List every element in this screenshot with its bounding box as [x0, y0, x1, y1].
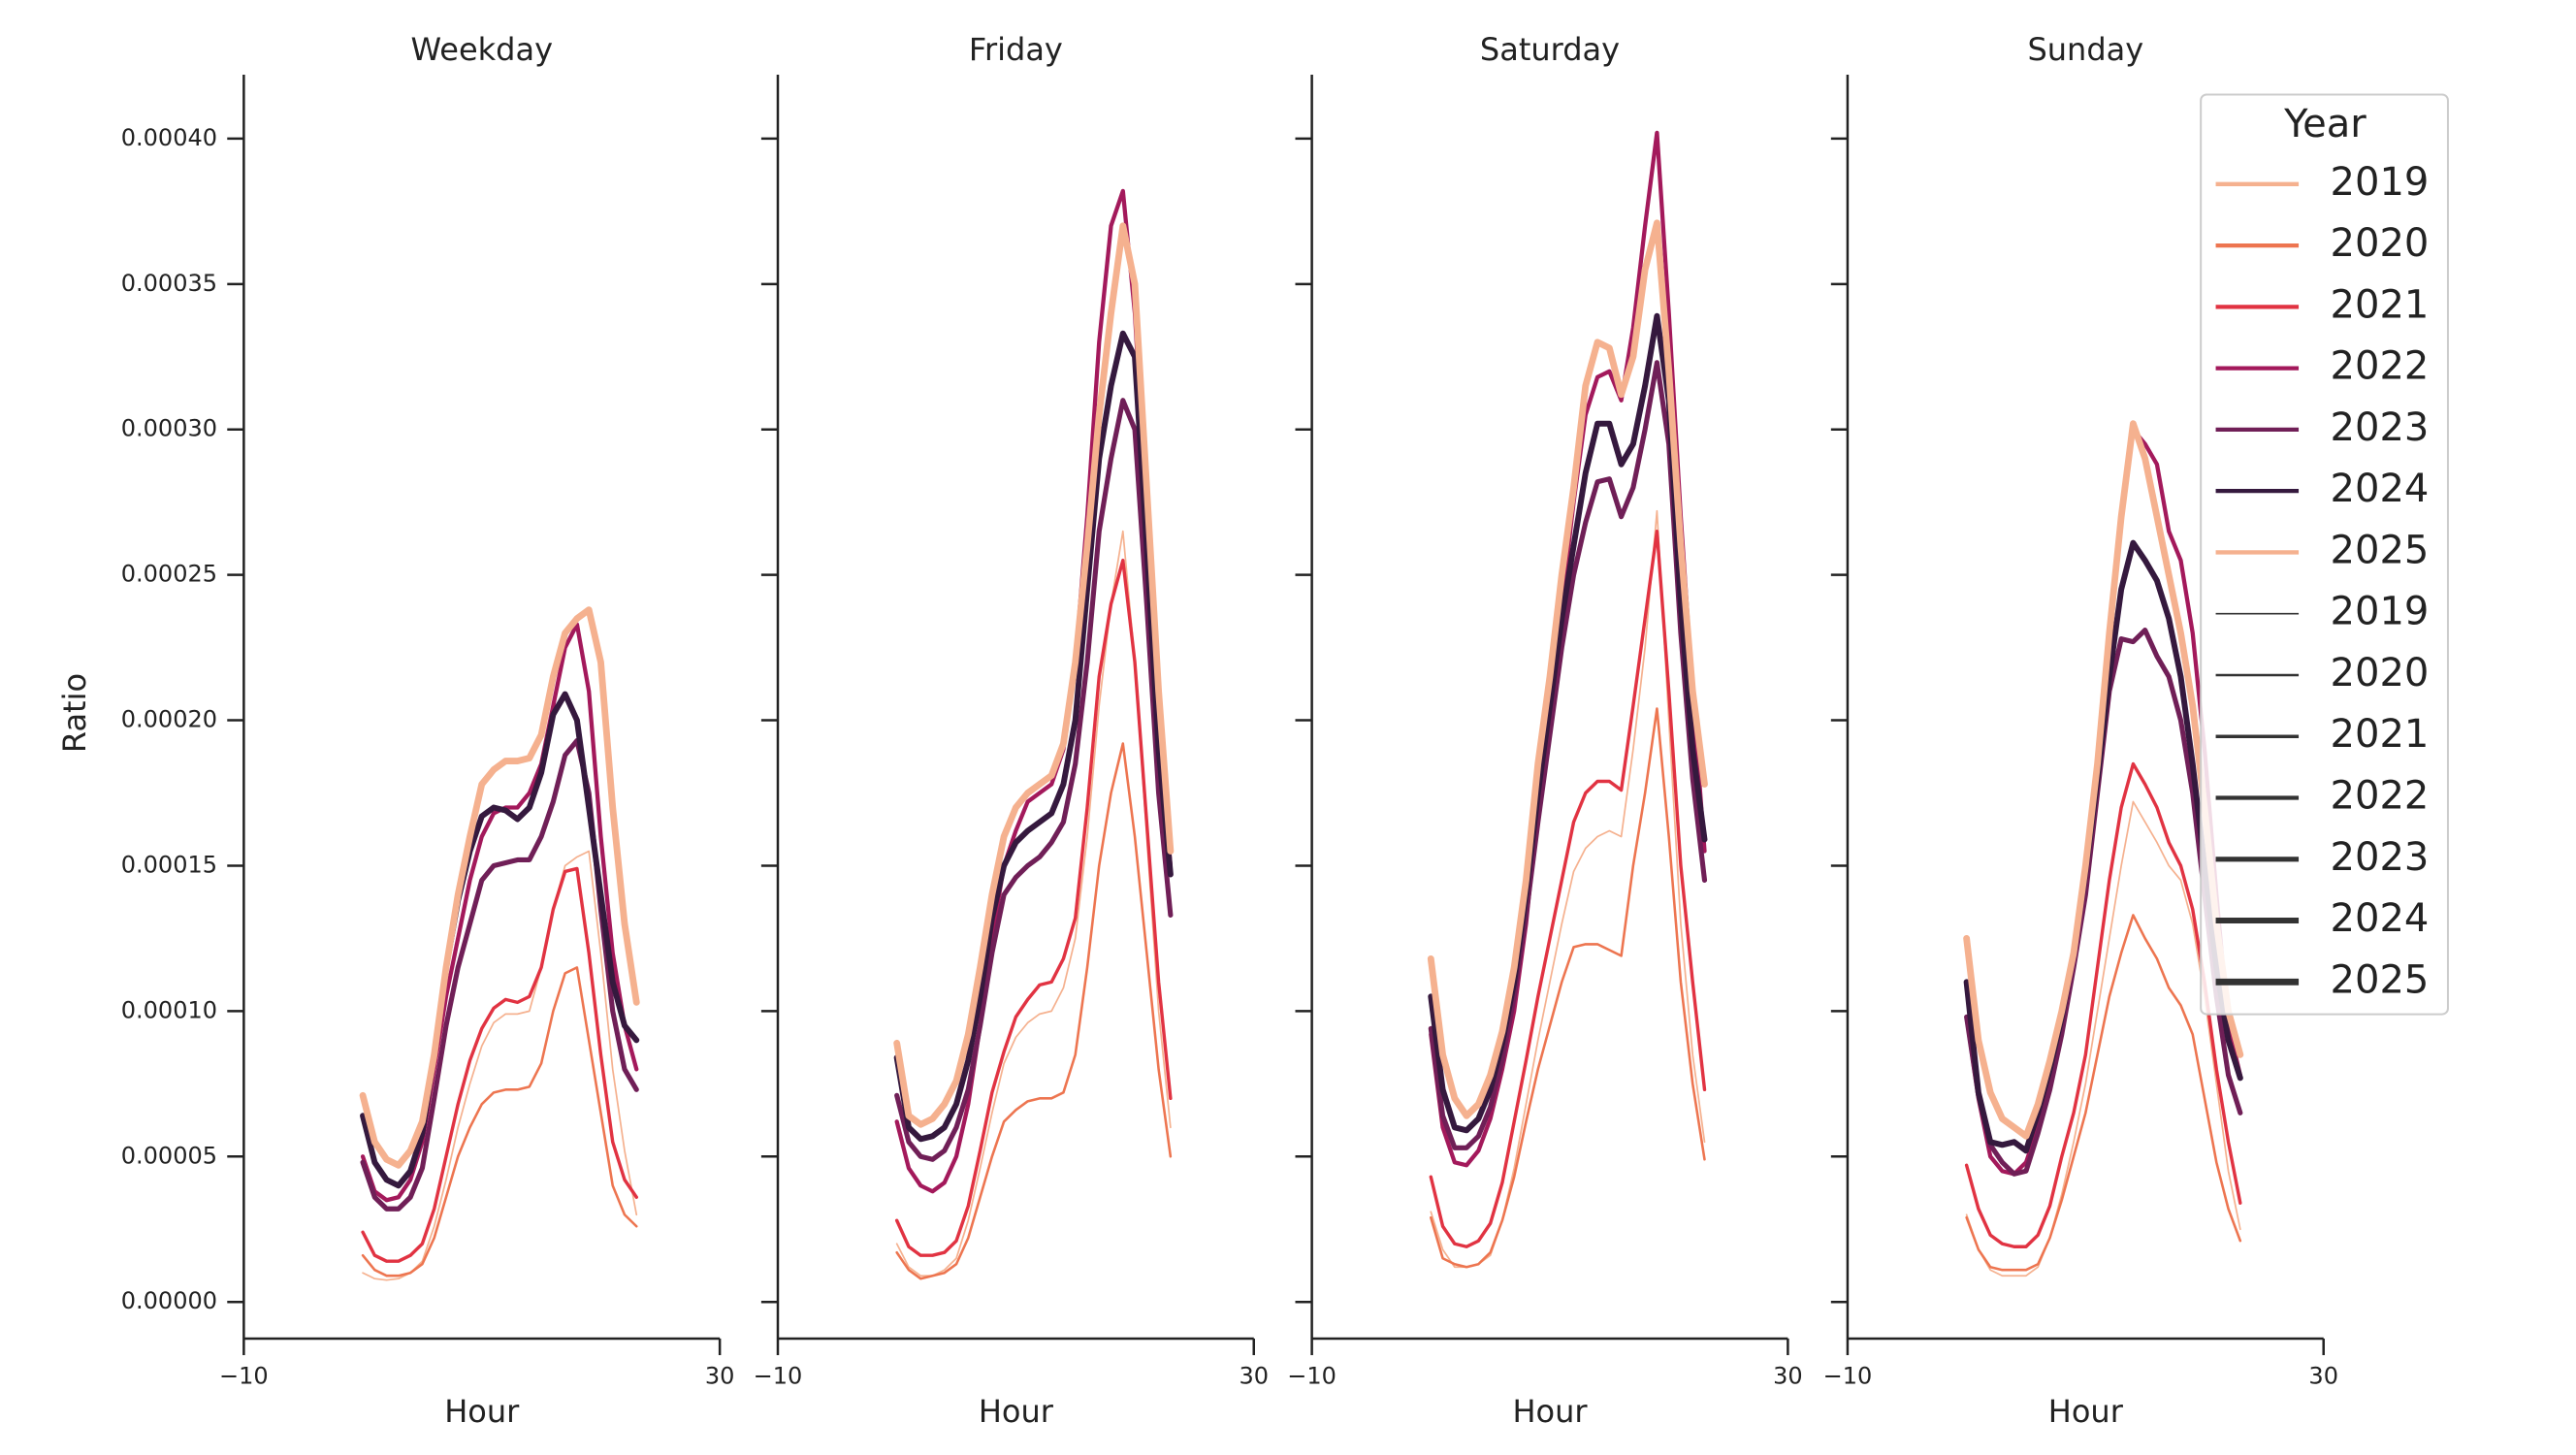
x-axis-label: Hour	[979, 1393, 1054, 1430]
legend-size-label: 2020	[2331, 651, 2430, 695]
legend-label: 2021	[2331, 282, 2430, 327]
legend-size-label: 2023	[2331, 835, 2430, 880]
data-line	[1430, 707, 1706, 1269]
x-axis-label: Hour	[444, 1393, 520, 1430]
x-tick-label: −10	[1823, 1362, 1873, 1389]
data-line	[894, 558, 1173, 1257]
data-line	[1428, 312, 1708, 1134]
legend-size-label: 2024	[2331, 896, 2430, 941]
x-tick-label: 30	[1239, 1362, 1269, 1389]
data-line	[362, 850, 638, 1281]
y-tick-label: 0.00040	[121, 124, 217, 151]
y-tick-label: 0.00020	[121, 706, 217, 733]
y-tick-label: 0.00030	[121, 415, 217, 442]
data-line	[1427, 219, 1708, 1119]
panel-title: Saturday	[1480, 31, 1620, 68]
data-line	[895, 742, 1173, 1280]
data-line	[893, 222, 1175, 1128]
legend-label: 2022	[2331, 344, 2430, 389]
y-tick-label: 0.00000	[121, 1287, 217, 1314]
data-line	[359, 606, 640, 1169]
data-line	[1429, 529, 1707, 1248]
data-line	[893, 330, 1174, 1143]
data-line	[360, 691, 640, 1189]
data-line	[1963, 420, 2244, 1140]
x-axis-label: Hour	[1512, 1393, 1588, 1430]
y-tick-label: 0.00015	[121, 851, 217, 878]
legend-label: 2019	[2331, 160, 2430, 205]
data-line	[1965, 914, 2242, 1272]
legend-size-label: 2021	[2331, 712, 2430, 757]
y-tick-label: 0.00035	[121, 270, 217, 297]
x-tick-label: −10	[219, 1362, 269, 1389]
legend-size-label: 2025	[2331, 957, 2430, 1002]
data-line	[895, 530, 1172, 1277]
x-tick-label: −10	[754, 1362, 803, 1389]
data-line	[1428, 360, 1708, 1150]
panel-title: Weekday	[410, 31, 553, 68]
data-line	[1964, 761, 2242, 1248]
y-tick-label: 0.00005	[121, 1142, 217, 1169]
data-line	[361, 966, 638, 1277]
y-tick-label: 0.00025	[121, 561, 217, 588]
legend-label: 2023	[2331, 405, 2430, 450]
y-axis-label: Ratio	[56, 673, 93, 753]
x-tick-label: 30	[1773, 1362, 1803, 1389]
x-axis-label: Hour	[2048, 1393, 2124, 1430]
x-tick-label: 30	[705, 1362, 735, 1389]
legend-size-label: 2022	[2331, 774, 2430, 819]
legend-label: 2024	[2331, 467, 2430, 511]
x-tick-label: 30	[2308, 1362, 2338, 1389]
panel-title: Friday	[969, 31, 1063, 68]
legend-box	[2200, 93, 2449, 1016]
data-line	[894, 188, 1174, 1194]
x-tick-label: −10	[1287, 1362, 1336, 1389]
data-line	[1965, 800, 2241, 1277]
y-tick-label: 0.00010	[121, 996, 217, 1023]
legend-size-label: 2019	[2331, 590, 2430, 634]
data-line	[361, 866, 638, 1263]
legend-label: 2025	[2331, 528, 2430, 572]
legend-label: 2020	[2331, 221, 2430, 266]
panel-title: Sunday	[2027, 31, 2143, 68]
legend-title: Year	[2283, 102, 2367, 146]
data-line	[894, 398, 1174, 1162]
